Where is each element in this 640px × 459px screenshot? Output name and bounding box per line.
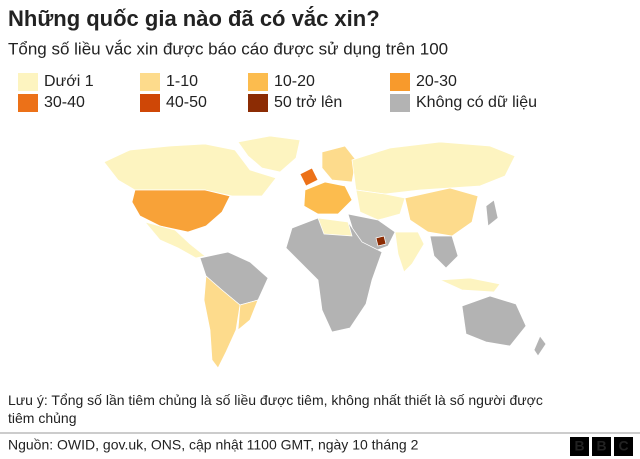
country <box>351 141 516 195</box>
country <box>355 189 406 221</box>
logo-block <box>570 437 589 456</box>
legend-swatch <box>140 73 160 91</box>
country <box>375 235 387 247</box>
country <box>321 145 357 183</box>
legend-swatch <box>248 94 268 112</box>
country <box>303 181 353 215</box>
country <box>429 235 459 269</box>
country <box>299 167 319 187</box>
legend-label: 1-10 <box>166 73 198 90</box>
country <box>439 277 501 293</box>
legend-label: 30-40 <box>44 94 85 111</box>
logo-letter: C <box>618 438 628 454</box>
legend-label: 20-30 <box>416 73 457 90</box>
logo-letter: B <box>596 438 606 454</box>
title: Những quốc gia nào đã có vắc xin? <box>8 6 380 31</box>
country <box>144 221 206 259</box>
legend-swatch <box>248 73 268 91</box>
country <box>317 217 353 237</box>
legend-swatch <box>18 94 38 112</box>
legend-swatch <box>390 94 410 112</box>
logo-block <box>614 437 633 456</box>
legend: Dưới 1 1-10 10-20 20-30 30-40 40-50 50 trở lên… <box>18 73 537 112</box>
country <box>237 299 259 331</box>
legend-label: Không có dữ liệu <box>416 94 537 111</box>
country <box>237 135 301 173</box>
country <box>394 231 425 273</box>
country <box>533 335 547 357</box>
legend-label: Dưới 1 <box>44 73 94 90</box>
logo-letter: B <box>574 438 584 454</box>
country <box>203 275 241 369</box>
country <box>485 199 499 227</box>
note: Lưu ý: Tổng số lần tiêm chủng là số liều… <box>8 392 543 426</box>
source: Nguồn: OWID, gov.uk, ONS, cập nhật 1100 … <box>8 437 419 453</box>
country <box>461 295 527 347</box>
legend-swatch <box>390 73 410 91</box>
country <box>285 217 383 333</box>
country <box>131 189 231 233</box>
legend-swatch <box>140 94 160 112</box>
legend-swatch <box>18 73 38 91</box>
subtitle: Tổng số liều vắc xin được báo cáo được s… <box>8 39 448 58</box>
world-map <box>103 135 547 369</box>
country <box>404 187 479 237</box>
legend-label: 40-50 <box>166 94 207 111</box>
legend-label: 10-20 <box>274 73 315 90</box>
logo-block <box>592 437 611 456</box>
legend-label: 50 trở lên <box>274 94 342 111</box>
